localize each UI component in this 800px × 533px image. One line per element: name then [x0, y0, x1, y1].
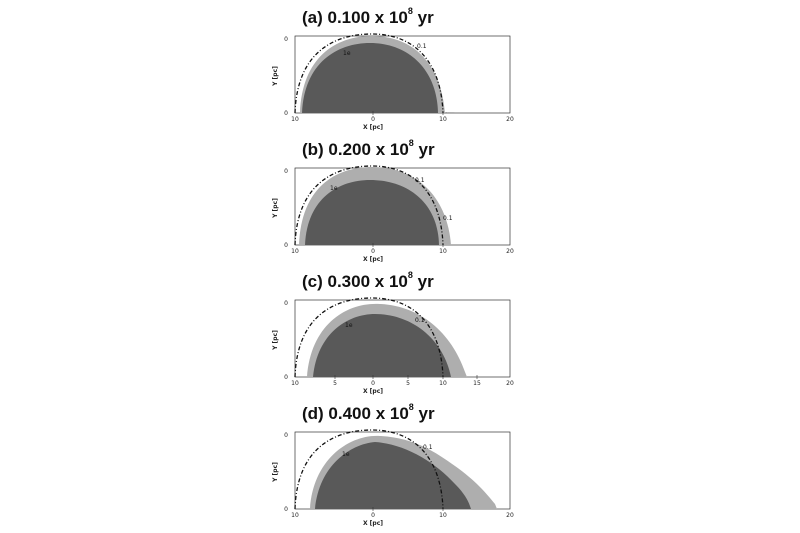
x-tick-label: 10 [291, 512, 299, 519]
contour-label: 1e [342, 451, 350, 458]
x-tick-label: 10 [439, 380, 447, 387]
panel-title-exponent: 8 [407, 270, 413, 281]
panel-a: (a) 0.100 x 108 yr 1e 0.1 10 0 10 20 0 0… [255, 6, 525, 133]
x-axis-label: X [pc] [363, 388, 383, 395]
x-tick-label: 10 [291, 248, 299, 255]
x-tick-label: 20 [506, 116, 514, 123]
x-axis-label: X [pc] [363, 256, 383, 263]
panel-b: (b) 0.200 x 108 yr 1e 0.1 0.1 10 0 10 20… [255, 138, 525, 265]
x-tick-label: 10 [291, 380, 299, 387]
y-tick-label: 0 [284, 242, 288, 249]
x-tick-label: 5 [333, 380, 337, 387]
x-axis-label: X [pc] [363, 520, 383, 527]
panel-title-unit: yr [417, 8, 434, 27]
contour-label: 1e [343, 50, 351, 57]
x-tick-label: 10 [439, 248, 447, 255]
x-axis-label: X [pc] [363, 124, 383, 131]
x-tick-label: 10 [439, 116, 447, 123]
contour-label: 0.1 [423, 444, 433, 451]
contour-label: 0.1 [443, 215, 453, 222]
contour-plot: 1e 0.1 0.1 10 0 10 20 0 0 X [pc] Y [pc] [272, 165, 514, 263]
dashed-boundary [294, 297, 444, 378]
dashed-boundary [294, 33, 444, 114]
contour-label: 0.1 [415, 317, 425, 324]
y-tick-label: 0 [284, 110, 288, 117]
panel-title-text: (a) 0.100 x 10 [302, 8, 408, 27]
panel-title: (a) 0.100 x 108 yr [302, 6, 434, 28]
y-tick-label: 0 [284, 506, 288, 513]
y-tick-label: 0 [284, 432, 288, 439]
contour-plot: 1e 0.1 10 0 10 20 0 0 X [pc] Y [pc] [272, 429, 514, 527]
contour-label: 1e [345, 322, 353, 329]
x-tick-label: 0 [371, 380, 375, 387]
panel-d: (d) 0.400 x 108 yr 1e 0.1 10 0 10 20 0 0… [255, 402, 525, 529]
panel-title: (b) 0.200 x 108 yr [302, 138, 435, 160]
panel-title-exponent: 8 [408, 402, 414, 413]
y-tick-label: 0 [284, 36, 288, 43]
x-tick-label: 0 [371, 116, 375, 123]
x-tick-label: 20 [506, 248, 514, 255]
y-axis-label: Y [pc] [272, 66, 279, 87]
inner-contour-region [305, 180, 439, 245]
y-axis-label: Y [pc] [272, 462, 279, 483]
contour-label: 0.1 [415, 177, 425, 184]
panel-title-unit: yr [418, 404, 435, 423]
x-tick-label: 10 [439, 512, 447, 519]
x-tick-label: 20 [506, 512, 514, 519]
contour-label: 0.1 [417, 43, 427, 50]
panel-title-exponent: 8 [408, 138, 414, 149]
contour-label: 1e [330, 185, 338, 192]
panel-title: (d) 0.400 x 108 yr [302, 402, 435, 424]
dashed-boundary [294, 165, 444, 246]
contour-plot: 1e 0.1 10 5 0 5 10 15 20 0 0 X [pc] Y [p… [272, 297, 514, 395]
y-tick-label: 0 [284, 168, 288, 175]
x-tick-label: 0 [371, 248, 375, 255]
x-tick-label: 15 [473, 380, 481, 387]
inner-contour-region [313, 314, 451, 377]
panel-c: (c) 0.300 x 108 yr 1e 0.1 10 5 0 5 10 15… [255, 270, 525, 397]
panel-title-unit: yr [417, 272, 434, 291]
x-tick-label: 10 [291, 116, 299, 123]
x-tick-label: 5 [406, 380, 410, 387]
panel-title-text: (c) 0.300 x 10 [302, 272, 408, 291]
y-tick-label: 0 [284, 374, 288, 381]
panel-title-text: (b) 0.200 x 10 [302, 140, 409, 159]
panel-title-text: (d) 0.400 x 10 [302, 404, 409, 423]
y-axis-label: Y [pc] [272, 330, 279, 351]
y-tick-label: 0 [284, 300, 288, 307]
dashed-boundary [294, 429, 444, 510]
x-tick-label: 0 [371, 512, 375, 519]
inner-contour-region [302, 43, 438, 113]
y-axis-label: Y [pc] [272, 198, 279, 219]
panel-title: (c) 0.300 x 108 yr [302, 270, 434, 292]
contour-plot: 1e 0.1 10 0 10 20 0 0 X [pc] Y [pc] [272, 33, 514, 131]
x-tick-label: 20 [506, 380, 514, 387]
panel-title-unit: yr [418, 140, 435, 159]
inner-contour-region [315, 442, 471, 509]
panel-title-exponent: 8 [407, 6, 413, 17]
